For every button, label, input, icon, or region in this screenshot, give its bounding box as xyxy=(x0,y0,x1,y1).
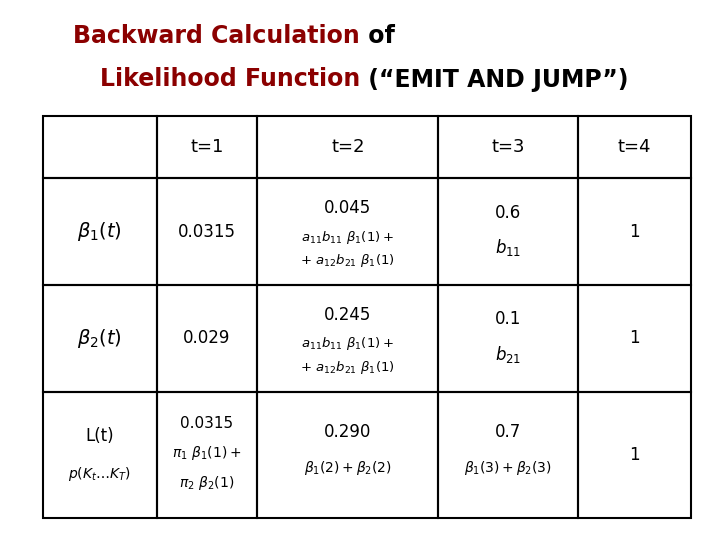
Text: 0.045: 0.045 xyxy=(324,199,372,217)
Text: 0.7: 0.7 xyxy=(495,423,521,441)
Text: $\beta_1(2) + \beta_2(2)$: $\beta_1(2) + \beta_2(2)$ xyxy=(304,458,392,477)
Bar xyxy=(43,116,156,178)
Text: 0.290: 0.290 xyxy=(324,423,372,441)
Text: 0.245: 0.245 xyxy=(324,306,372,324)
Bar xyxy=(257,285,438,392)
Bar xyxy=(438,392,577,518)
Text: $\beta_1(t)$: $\beta_1(t)$ xyxy=(78,220,122,243)
Bar xyxy=(156,285,257,392)
Text: $a_{11}b_{11}\ \beta_1(1) +$: $a_{11}b_{11}\ \beta_1(1) +$ xyxy=(302,228,394,246)
Text: t=2: t=2 xyxy=(331,138,364,156)
Text: $\beta_2(t)$: $\beta_2(t)$ xyxy=(78,327,122,350)
Text: t=4: t=4 xyxy=(618,138,652,156)
Text: $\pi_1\ \beta_1(1) +$: $\pi_1\ \beta_1(1) +$ xyxy=(172,443,241,462)
Text: $\beta_1(3) + \beta_2(3)$: $\beta_1(3) + \beta_2(3)$ xyxy=(464,458,552,477)
Text: $p(K_t\ldots K_T)$: $p(K_t\ldots K_T)$ xyxy=(68,465,132,483)
Text: 0.1: 0.1 xyxy=(495,310,521,328)
Text: 1: 1 xyxy=(629,329,640,347)
Text: $\pi_2\ \beta_2(1)$: $\pi_2\ \beta_2(1)$ xyxy=(179,474,235,492)
Bar xyxy=(577,178,691,285)
Bar xyxy=(156,178,257,285)
Text: Backward Calculation: Backward Calculation xyxy=(73,24,360,48)
Bar xyxy=(577,116,691,178)
Bar xyxy=(257,178,438,285)
Bar xyxy=(257,392,438,518)
Text: (“EMIT AND JUMP”): (“EMIT AND JUMP”) xyxy=(360,68,629,91)
Text: $a_{11}b_{11}\ \beta_1(1) +$: $a_{11}b_{11}\ \beta_1(1) +$ xyxy=(302,335,394,352)
Text: L(t): L(t) xyxy=(86,427,114,445)
Text: 0.6: 0.6 xyxy=(495,204,521,221)
Bar xyxy=(43,392,156,518)
Text: 1: 1 xyxy=(629,223,640,241)
Bar xyxy=(438,116,577,178)
Text: 0.029: 0.029 xyxy=(183,329,230,347)
Text: 0.0315: 0.0315 xyxy=(178,223,236,241)
Text: $+\ a_{12}b_{21}\ \beta_1(1)$: $+\ a_{12}b_{21}\ \beta_1(1)$ xyxy=(300,252,395,269)
Text: of: of xyxy=(360,24,395,48)
Text: t=3: t=3 xyxy=(491,138,525,156)
Bar xyxy=(257,116,438,178)
Bar xyxy=(577,392,691,518)
Text: Likelihood Function: Likelihood Function xyxy=(100,68,360,91)
Text: 0.0315: 0.0315 xyxy=(180,416,233,431)
Bar xyxy=(577,285,691,392)
Bar xyxy=(43,285,156,392)
Bar xyxy=(156,116,257,178)
Bar xyxy=(43,178,156,285)
Text: $b_{11}$: $b_{11}$ xyxy=(495,237,521,258)
Bar xyxy=(438,285,577,392)
Text: 1: 1 xyxy=(629,446,640,464)
Text: t=1: t=1 xyxy=(190,138,223,156)
Text: $+\ a_{12}b_{21}\ \beta_1(1)$: $+\ a_{12}b_{21}\ \beta_1(1)$ xyxy=(300,359,395,376)
Bar xyxy=(438,178,577,285)
Bar xyxy=(156,392,257,518)
Text: $b_{21}$: $b_{21}$ xyxy=(495,344,521,365)
